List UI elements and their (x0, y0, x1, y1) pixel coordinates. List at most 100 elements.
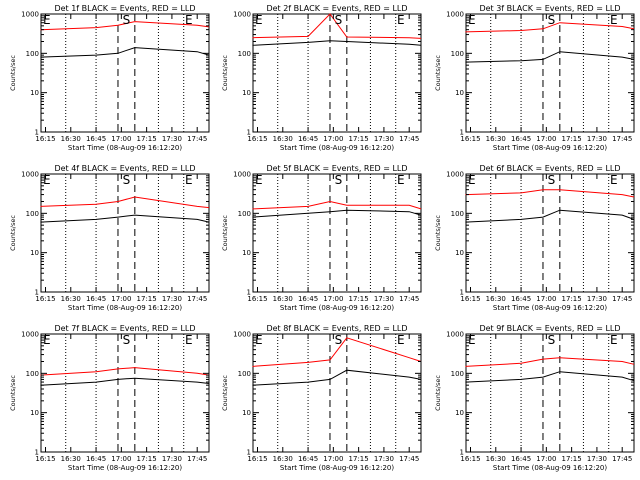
x-axis-label: Start Time (08-Aug-09 16:12:20) (493, 144, 607, 152)
y-tick-label: 1 (247, 449, 251, 457)
x-tick-label: 17:30 (374, 295, 394, 303)
x-tick-label: 16:15 (35, 135, 55, 143)
y-tick-label: 1 (247, 289, 251, 297)
series-line-lld (252, 200, 422, 210)
flag-marker-mid: S (548, 173, 556, 187)
x-tick-label: 17:15 (349, 455, 369, 463)
x-tick-label: 17:30 (587, 135, 607, 143)
x-tick-label: 17:15 (137, 295, 157, 303)
plot-frame (252, 13, 422, 133)
y-tick-label: 100 (238, 370, 251, 378)
x-tick-label: 17:15 (562, 295, 582, 303)
panel-title: Det 1f BLACK = Events, RED = LLD (54, 4, 195, 13)
flag-marker-left: E (468, 173, 476, 187)
series-line-lld (465, 189, 635, 198)
series-line-lld (252, 13, 422, 39)
flag-marker-right: E (185, 173, 193, 187)
x-tick-label: 17:00 (536, 455, 556, 463)
x-tick-label: 16:30 (273, 455, 293, 463)
y-tick-label: 100 (238, 50, 251, 58)
flag-marker-left: E (255, 173, 263, 187)
series-line-events (252, 369, 422, 386)
series-line-events (465, 371, 635, 383)
x-tick-label: 17:45 (612, 295, 632, 303)
series-line-events (465, 51, 635, 63)
x-tick-label: 17:15 (137, 135, 157, 143)
x-axis-label: Start Time (08-Aug-09 16:12:20) (68, 144, 182, 152)
y-tick-label: 1 (460, 129, 464, 137)
x-tick-label: 16:45 (86, 135, 106, 143)
series-line-lld (40, 196, 210, 209)
x-tick-label: 16:15 (247, 455, 267, 463)
x-axis-label: Start Time (08-Aug-09 16:12:20) (280, 464, 394, 472)
x-tick-label: 16:15 (460, 455, 480, 463)
x-tick-label: 17:15 (137, 455, 157, 463)
flag-marker-mid: S (123, 173, 131, 187)
y-tick-label: 1000 (233, 331, 251, 339)
flag-marker-mid: S (123, 333, 131, 347)
x-tick-label: 17:30 (374, 455, 394, 463)
y-tick-label: 100 (238, 210, 251, 218)
y-tick-label: 1000 (446, 331, 464, 339)
y-axis-label: Counts/sec (9, 215, 17, 251)
x-tick-label: 17:00 (323, 295, 343, 303)
series-line-lld (465, 357, 635, 367)
x-axis-label: Start Time (08-Aug-09 16:12:20) (493, 464, 607, 472)
flag-marker-left: E (43, 333, 51, 347)
x-tick-label: 17:30 (587, 295, 607, 303)
x-tick-label: 16:45 (298, 135, 318, 143)
x-tick-label: 16:30 (61, 455, 81, 463)
x-tick-label: 17:45 (187, 135, 207, 143)
plot-frame (252, 333, 422, 453)
y-tick-label: 100 (26, 50, 39, 58)
plot-frame (465, 173, 635, 293)
y-tick-label: 100 (26, 370, 39, 378)
panel-title: Det 6f BLACK = Events, RED = LLD (479, 164, 620, 173)
series-line-events (40, 47, 210, 58)
flag-marker-left: E (255, 13, 263, 27)
flag-marker-mid: S (335, 333, 343, 347)
x-tick-label: 17:15 (349, 135, 369, 143)
series-line-lld (465, 22, 635, 33)
x-tick-label: 17:45 (399, 455, 419, 463)
y-tick-label: 10 (455, 409, 464, 417)
x-tick-label: 17:45 (187, 455, 207, 463)
y-tick-label: 1 (247, 129, 251, 137)
x-tick-label: 16:15 (35, 455, 55, 463)
y-axis-label: Counts/sec (9, 55, 17, 91)
x-tick-label: 16:45 (511, 455, 531, 463)
x-tick-label: 17:00 (323, 455, 343, 463)
flag-marker-right: E (185, 13, 193, 27)
plot-frame (465, 13, 635, 133)
x-axis-label: Start Time (08-Aug-09 16:12:20) (68, 304, 182, 312)
y-tick-label: 100 (451, 210, 464, 218)
series-line-events (465, 209, 635, 223)
y-tick-label: 100 (451, 50, 464, 58)
x-tick-label: 17:30 (587, 455, 607, 463)
flag-marker-right: E (610, 333, 618, 347)
y-axis-label: Counts/sec (434, 375, 442, 411)
x-axis-label: Start Time (08-Aug-09 16:12:20) (493, 304, 607, 312)
series-line-lld (40, 21, 210, 31)
y-tick-label: 1 (35, 449, 39, 457)
x-tick-label: 17:00 (111, 295, 131, 303)
y-tick-label: 10 (242, 409, 251, 417)
panel-title: Det 7f BLACK = Events, RED = LLD (54, 324, 195, 333)
x-tick-label: 16:45 (511, 295, 531, 303)
x-tick-label: 17:45 (399, 135, 419, 143)
flag-marker-mid: S (548, 13, 556, 27)
x-tick-label: 16:15 (35, 295, 55, 303)
y-axis-label: Counts/sec (434, 215, 442, 251)
flag-marker-mid: S (123, 13, 131, 27)
x-tick-label: 17:45 (612, 135, 632, 143)
series-line-lld (252, 337, 422, 367)
plot-frame (40, 333, 210, 453)
y-tick-label: 1000 (446, 11, 464, 19)
x-axis-label: Start Time (08-Aug-09 16:12:20) (280, 144, 394, 152)
x-tick-label: 16:45 (298, 455, 318, 463)
